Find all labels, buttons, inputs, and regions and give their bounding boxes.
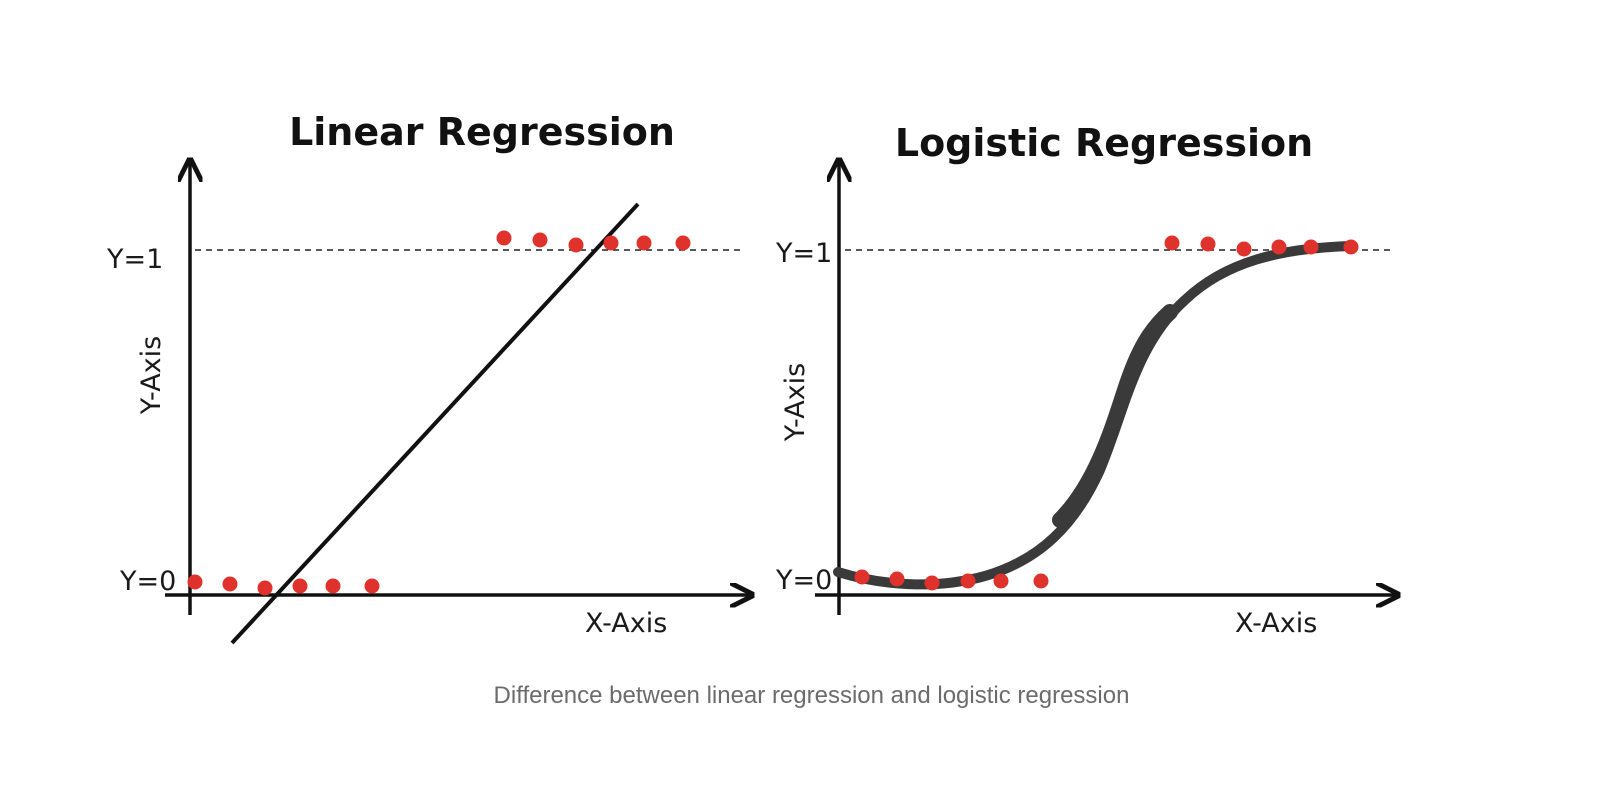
logistic-y-axis-label: Y-Axis (780, 363, 811, 442)
linear-point-class0 (187, 574, 203, 590)
logistic-x-axis-label: X-Axis (1235, 608, 1317, 639)
logistic-point-class1 (1236, 241, 1252, 257)
linear-point-class0 (257, 580, 273, 596)
linear-y-axis-label: Y-Axis (136, 336, 167, 415)
logistic-point-class1 (1271, 239, 1287, 255)
logistic-regression-panel: Logistic Regression Y=1 Y=0 X-Axis Y-Axi… (775, 121, 1398, 639)
figure-caption: Difference between linear regression and… (493, 682, 1130, 709)
linear-point-class1 (675, 235, 691, 251)
logistic-point-class0 (854, 569, 870, 585)
logistic-point-class0 (889, 571, 905, 587)
linear-point-class1 (568, 237, 584, 253)
logistic-sigmoid-curve-thick-section (1052, 304, 1178, 528)
logistic-point-class1 (1343, 239, 1359, 255)
linear-y0-label: Y=0 (119, 566, 176, 597)
linear-point-class0 (222, 576, 238, 592)
logistic-point-class0 (924, 575, 940, 591)
linear-point-class1 (532, 232, 548, 248)
logistic-point-class1 (1164, 235, 1180, 251)
linear-point-class0 (325, 578, 341, 594)
logistic-point-class1 (1303, 239, 1319, 255)
logistic-point-class1 (1200, 236, 1216, 252)
logistic-point-class0 (960, 573, 976, 589)
linear-point-class1 (636, 235, 652, 251)
linear-x-axis-label: X-Axis (585, 608, 667, 639)
logistic-point-class0 (993, 573, 1009, 589)
logistic-y1-label: Y=1 (775, 238, 832, 269)
logistic-y0-label: Y=0 (775, 565, 832, 596)
linear-regression-panel: Linear Regression Y=1 Y=0 X-Axis Y-Axis (106, 110, 752, 645)
linear-fit-line (230, 202, 640, 645)
linear-y1-label: Y=1 (106, 244, 163, 275)
linear-panel-title: Linear Regression (289, 110, 675, 154)
linear-point-class1 (603, 235, 619, 251)
linear-point-class1 (496, 230, 512, 246)
linear-point-class0 (364, 578, 380, 594)
logistic-point-class0 (1033, 573, 1049, 589)
logistic-sigmoid-curve (833, 241, 1357, 590)
logistic-panel-title: Logistic Regression (895, 121, 1313, 165)
linear-point-class0 (292, 578, 308, 594)
